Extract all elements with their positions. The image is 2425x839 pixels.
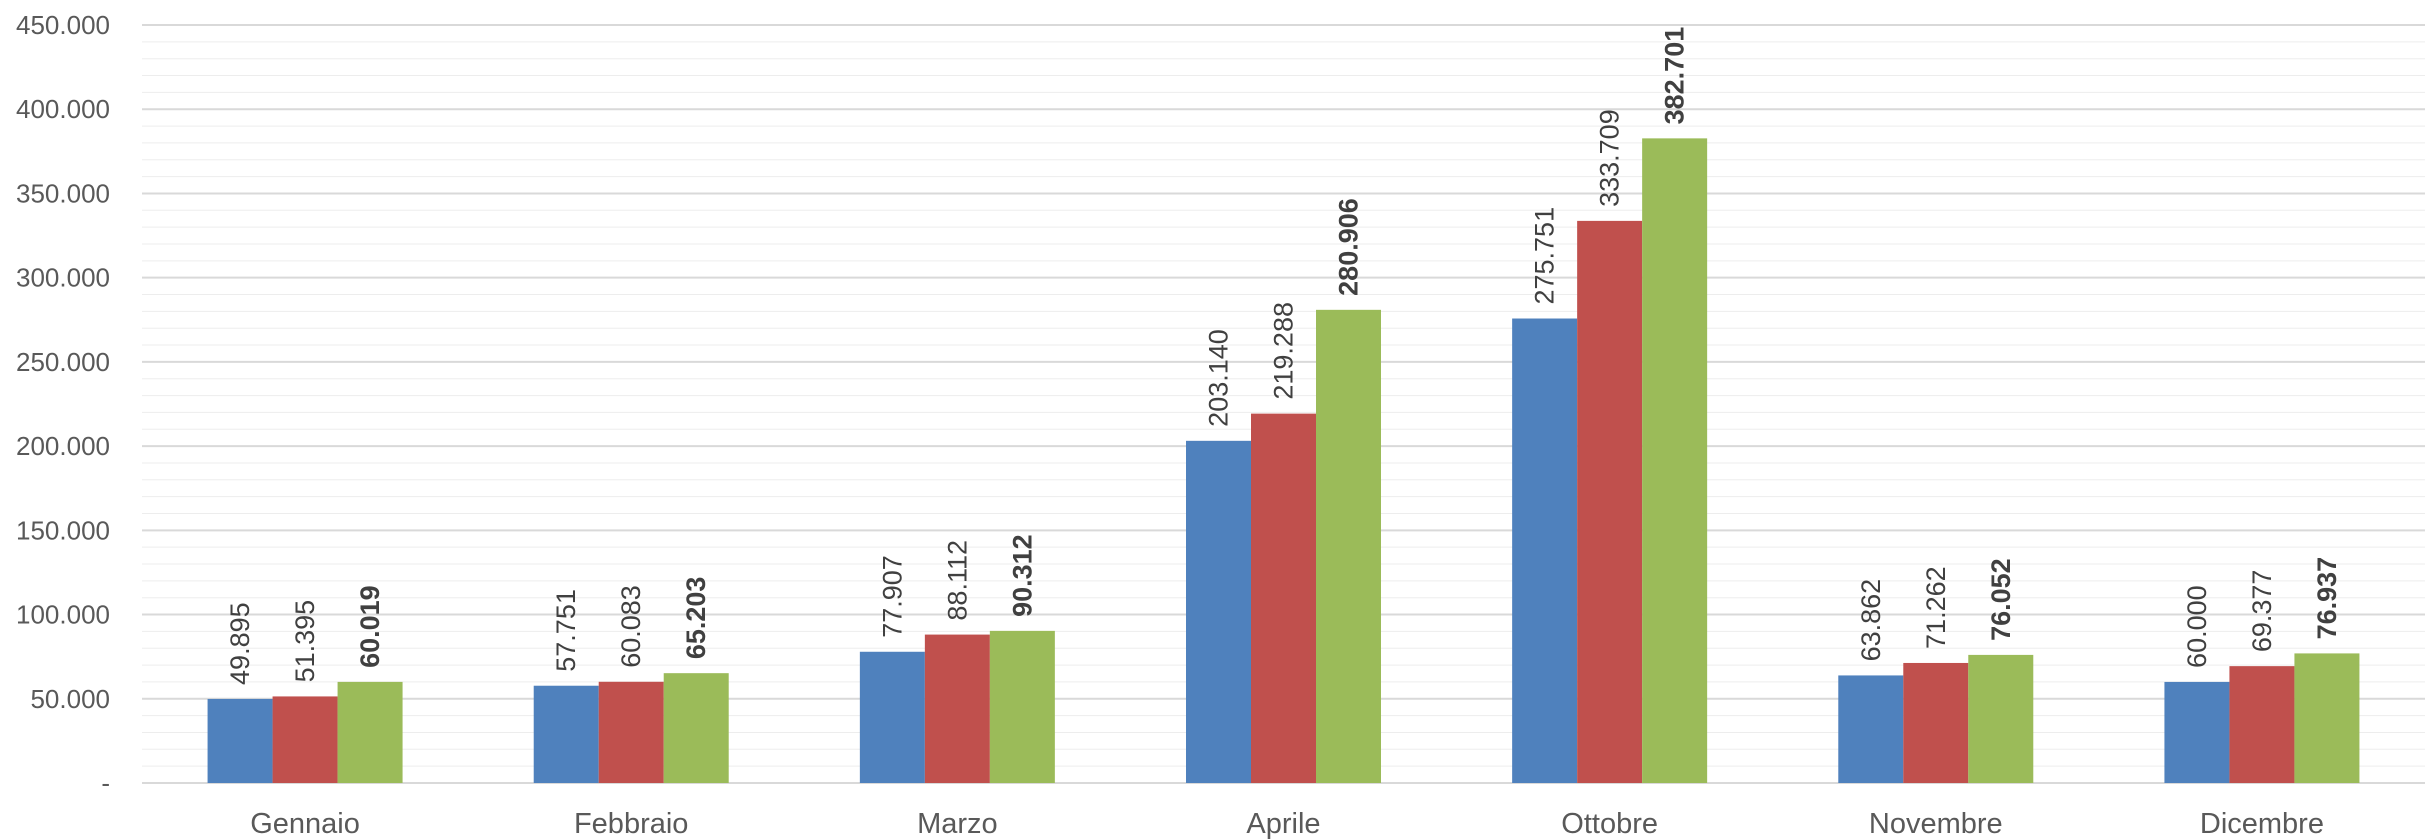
y-tick-label: 450.000 xyxy=(16,10,110,40)
bar-febbraio-series-1 xyxy=(533,685,599,783)
x-tick-label: Gennaio xyxy=(250,808,360,839)
bar-marzo-series-2 xyxy=(924,634,990,783)
data-label: 203.140 xyxy=(1204,329,1234,427)
bar-gennaio-series-2 xyxy=(272,696,338,783)
y-tick-label: 50.000 xyxy=(30,684,110,714)
y-tick-label: 300.000 xyxy=(16,263,110,293)
bar-ottobre-series-3 xyxy=(1642,138,1708,783)
x-tick-label: Aprile xyxy=(1246,808,1320,839)
data-label: 382.701 xyxy=(1660,27,1690,125)
data-label: 60.019 xyxy=(355,585,385,668)
data-label: 51.395 xyxy=(290,600,320,683)
bar-novembre-series-3 xyxy=(1968,654,2034,783)
data-label: 76.937 xyxy=(2312,557,2342,640)
bar-novembre-series-2 xyxy=(1903,662,1969,783)
y-tick-label: 350.000 xyxy=(16,178,110,208)
bar-febbraio-series-3 xyxy=(663,673,729,783)
y-axis-tick-labels: - 50.000 100.000 150.000 200.000 250.000 300.0… xyxy=(16,10,110,798)
y-tick-label: 400.000 xyxy=(16,94,110,124)
y-tick-label: 150.000 xyxy=(16,515,110,545)
bar-aprile-series-3 xyxy=(1316,309,1381,783)
bar-marzo-series-1 xyxy=(859,651,925,783)
data-label: 88.112 xyxy=(942,540,972,621)
bar-ottobre-series-2 xyxy=(1577,220,1643,783)
data-label: 71.262 xyxy=(1921,566,1951,649)
data-label: 333.709 xyxy=(1595,109,1625,207)
bar-dicembre-series-2 xyxy=(2229,666,2295,783)
x-tick-label: Marzo xyxy=(917,808,998,839)
x-tick-label: Febbraio xyxy=(574,808,688,839)
data-label: 280.906 xyxy=(1334,198,1364,296)
bar-febbraio-series-2 xyxy=(598,681,664,783)
bar-aprile-series-1 xyxy=(1186,440,1251,783)
bar-aprile-series-2 xyxy=(1251,413,1316,783)
x-tick-label: Ottobre xyxy=(1561,808,1658,839)
data-label: 69.377 xyxy=(2247,570,2277,653)
y-tick-label: - xyxy=(101,768,110,798)
data-label: 275.751 xyxy=(1530,207,1560,305)
data-label: 57.751 xyxy=(551,589,581,672)
bar-dicembre-series-1 xyxy=(2164,681,2230,783)
data-labels: 49.895 51.395 60.019 57.751 60.083 65.203 77.9… xyxy=(225,27,2342,685)
x-tick-label: Dicembre xyxy=(2200,808,2324,839)
data-label: 76.052 xyxy=(1986,558,2016,641)
data-label: 63.862 xyxy=(1856,579,1886,662)
bar-gennaio-series-1 xyxy=(207,698,273,783)
bar-marzo-series-3 xyxy=(989,630,1055,783)
data-label: 60.083 xyxy=(616,585,646,668)
data-label: 90.312 xyxy=(1007,534,1037,617)
bar-dicembre-series-3 xyxy=(2294,653,2360,783)
bars xyxy=(207,138,2360,783)
data-label: 65.203 xyxy=(681,577,711,660)
data-label: 219.288 xyxy=(1269,302,1299,400)
data-label: 60.000 xyxy=(2182,585,2212,668)
y-tick-label: 100.000 xyxy=(16,600,110,630)
data-label: 77.907 xyxy=(877,555,907,638)
bar-gennaio-series-3 xyxy=(337,681,403,783)
x-tick-label: Novembre xyxy=(1869,808,2003,839)
x-axis-tick-labels: Gennaio Febbraio Marzo Aprile Ottobre Novembr… xyxy=(250,808,2324,839)
bar-ottobre-series-1 xyxy=(1512,318,1578,783)
y-tick-label: 250.000 xyxy=(16,347,110,377)
bar-novembre-series-1 xyxy=(1838,675,1904,783)
y-tick-label: 200.000 xyxy=(16,431,110,461)
data-label: 49.895 xyxy=(225,602,255,685)
